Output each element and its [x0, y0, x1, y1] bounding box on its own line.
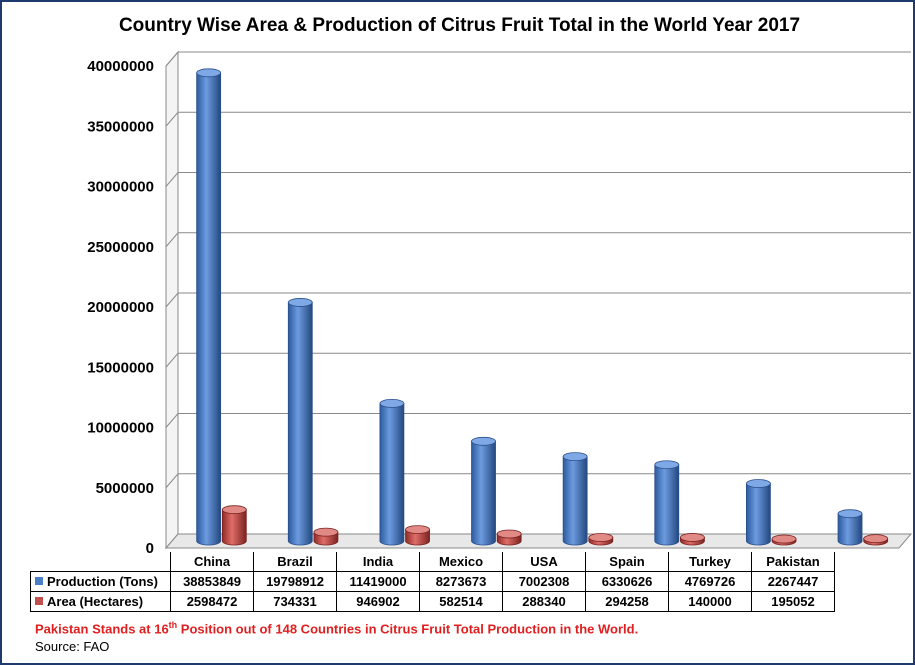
gridline [165, 292, 911, 308]
floor [164, 533, 913, 549]
production-row: Production (Tons) 38853849 19798912 1141… [30, 571, 835, 592]
area-value: 294258 [585, 591, 669, 612]
area-value: 195052 [751, 591, 835, 612]
production-value: 6330626 [585, 571, 669, 592]
bar-production-top [837, 509, 863, 519]
bar-production-body [837, 513, 863, 546]
y-tick-label: 25000000 [87, 239, 154, 256]
category-label: India [336, 552, 420, 572]
source-note: Source: FAO [35, 639, 110, 654]
bar-area [771, 534, 797, 546]
area-value: 2598472 [170, 591, 254, 612]
table-header-row: China Brazil India Mexico USA Spain Turk… [30, 552, 835, 572]
bar-production-top [746, 479, 771, 488]
category-label: Brazil [253, 552, 337, 572]
y-tick-label: 20000000 [87, 299, 154, 316]
bar-area [496, 529, 522, 546]
production-value: 2267447 [751, 571, 835, 592]
bar-production [471, 436, 496, 546]
bar-area [313, 527, 339, 546]
bar-area [221, 505, 247, 546]
category-label: China [170, 552, 254, 572]
y-tick-label: 35000000 [87, 118, 154, 135]
category-label: USA [502, 552, 586, 572]
bar-production [379, 399, 405, 546]
bar-area-top [496, 529, 522, 539]
bar-production-body [562, 456, 588, 546]
category-label: Mexico [419, 552, 503, 572]
area-value: 582514 [419, 591, 503, 612]
bar-production [196, 68, 222, 546]
bar-production-body [654, 464, 680, 546]
gridline [165, 51, 911, 67]
area-value: 946902 [336, 591, 420, 612]
bar-production-top [654, 460, 680, 470]
bar-production-top [379, 399, 405, 408]
area-row: Area (Hectares) 2598472 734331 946902 58… [30, 591, 835, 612]
bar-area-top [863, 534, 889, 544]
bar-production [746, 479, 771, 546]
y-tick-label: 30000000 [87, 179, 154, 196]
bar-production [287, 298, 313, 546]
bar-area-top [313, 527, 339, 537]
bar-production-body [746, 483, 771, 546]
bar-production [562, 452, 588, 546]
production-value: 7002308 [502, 571, 586, 592]
legend-production: Production (Tons) [30, 571, 171, 592]
category-label: Pakistan [751, 552, 835, 572]
bar-production-top [471, 436, 496, 446]
bar-production-top [287, 298, 313, 307]
data-table: China Brazil India Mexico USA Spain Turk… [30, 552, 835, 612]
bar-area-top [588, 533, 614, 542]
y-tick-label: 15000000 [87, 359, 154, 376]
bars [196, 68, 889, 546]
bar-production-body [196, 72, 222, 546]
bar-area [863, 534, 889, 546]
area-value: 288340 [502, 591, 586, 612]
gridline [165, 111, 911, 127]
bar-area [405, 525, 430, 546]
footnote: Pakistan Stands at 16th Position out of … [35, 620, 639, 637]
gridlines [165, 51, 911, 489]
gridline [165, 232, 911, 248]
y-tick-label: 10000000 [87, 420, 154, 437]
y-tick-label: 40000000 [87, 58, 154, 75]
category-label: Turkey [668, 552, 752, 572]
production-value: 11419000 [336, 571, 420, 592]
bar-area-top [771, 534, 797, 544]
chart-title: Country Wise Area & Production of Citrus… [118, 15, 801, 36]
bar-production-body [287, 302, 313, 546]
bar-production [837, 509, 863, 546]
bar-production-body [379, 403, 405, 546]
category-label: Spain [585, 552, 669, 572]
area-value: 734331 [253, 591, 337, 612]
bar-area [588, 533, 614, 546]
y-tick-label: 5000000 [96, 480, 154, 497]
legend-area: Area (Hectares) [30, 591, 171, 612]
bar-production [654, 460, 680, 546]
production-value: 19798912 [253, 571, 337, 592]
gridline [165, 352, 911, 368]
bar-production-top [562, 452, 588, 462]
bar-area-top [680, 533, 705, 542]
gridline [165, 473, 911, 489]
production-value: 38853849 [170, 571, 254, 592]
y-axis-ticks: 0 5000000 10000000 15000000 20000000 25000000… [87, 58, 154, 557]
production-value: 8273673 [419, 571, 503, 592]
bar-production-body [471, 440, 496, 546]
gridline [165, 172, 911, 187]
bar-area-top [221, 505, 247, 515]
bar-area-body [221, 509, 247, 546]
gridline [165, 413, 911, 428]
bar-area-top [405, 525, 430, 534]
production-value: 4769726 [668, 571, 752, 592]
bar-area [680, 533, 705, 546]
bar-production-top [196, 68, 222, 78]
y-tick-label: 0 [146, 540, 154, 557]
area-value: 140000 [668, 591, 752, 612]
